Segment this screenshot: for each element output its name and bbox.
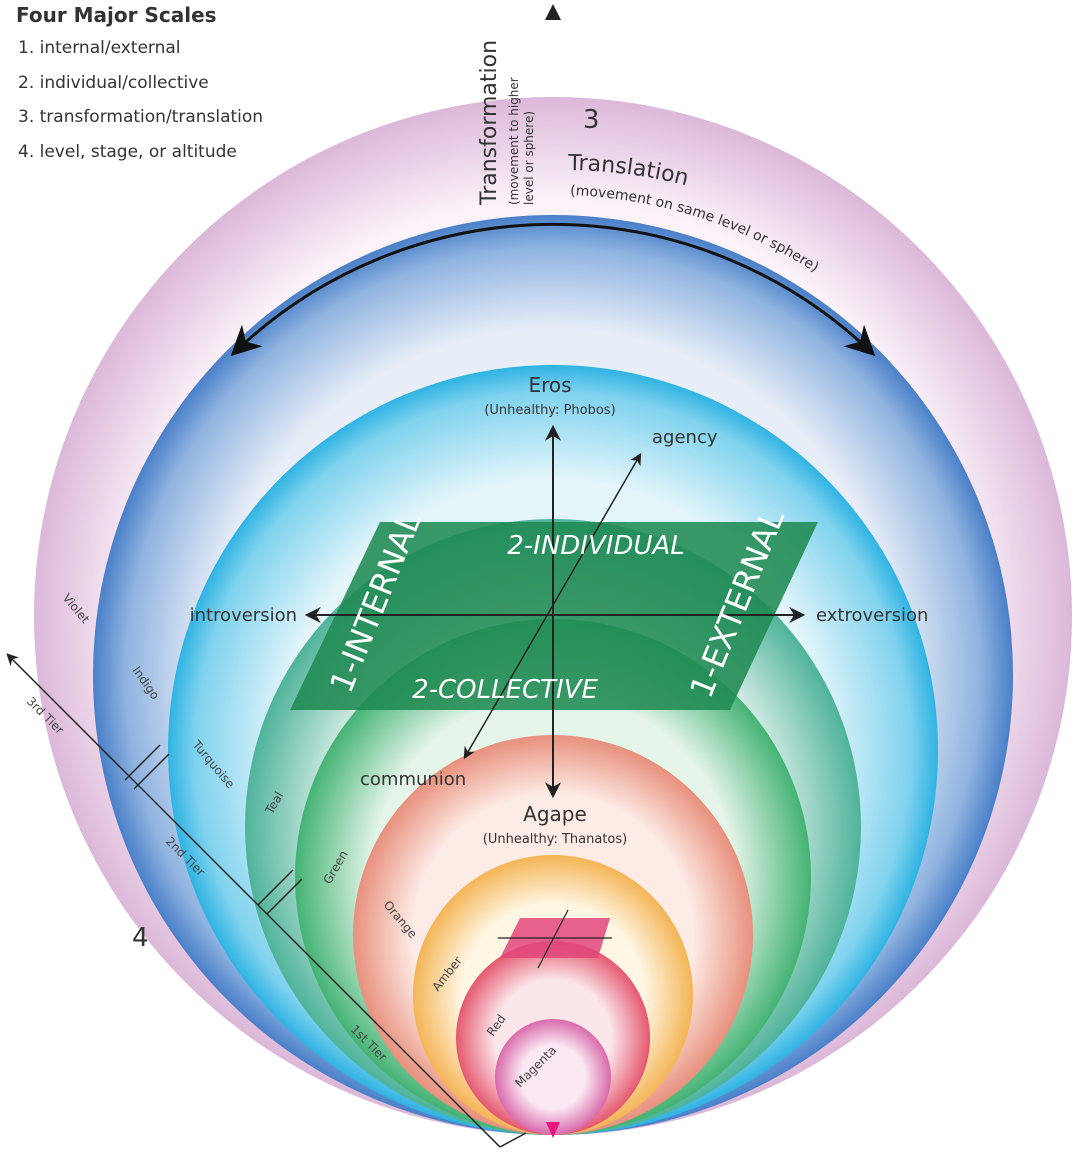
- scale-number: 3: [583, 105, 600, 135]
- transformation-note: (movement to higher: [507, 77, 521, 205]
- legend-item: 1. internal/external: [18, 38, 181, 58]
- agape-note: (Unhealthy: Thanatos): [483, 832, 628, 847]
- scale-number: 4: [132, 923, 149, 953]
- legend-item: 3. transformation/translation: [18, 107, 263, 127]
- direction-label: introversion: [190, 605, 297, 626]
- eros-note: (Unhealthy: Phobos): [484, 403, 615, 418]
- direction-label: communion: [360, 769, 466, 790]
- tier-line: [500, 1133, 526, 1147]
- quadrant-label: 2-COLLECTIVE: [412, 675, 598, 705]
- direction-label: agency: [652, 427, 718, 448]
- transformation-label: Transformation: [477, 40, 502, 206]
- direction-label: extroversion: [816, 605, 928, 626]
- legend-title: Four Major Scales: [16, 3, 217, 27]
- legend-item: 2. individual/collective: [18, 73, 209, 93]
- diagram: Four Major Scales 1. internal/external 2…: [0, 0, 1077, 1153]
- legend-item: 4. level, stage, or altitude: [18, 142, 237, 162]
- transformation-note: level or sphere): [522, 111, 536, 205]
- eros-label: Eros: [528, 373, 571, 397]
- axis-arrow: [545, 4, 561, 20]
- agape-label: Agape: [523, 802, 587, 826]
- quadrant-label: 2-INDIVIDUAL: [507, 531, 685, 561]
